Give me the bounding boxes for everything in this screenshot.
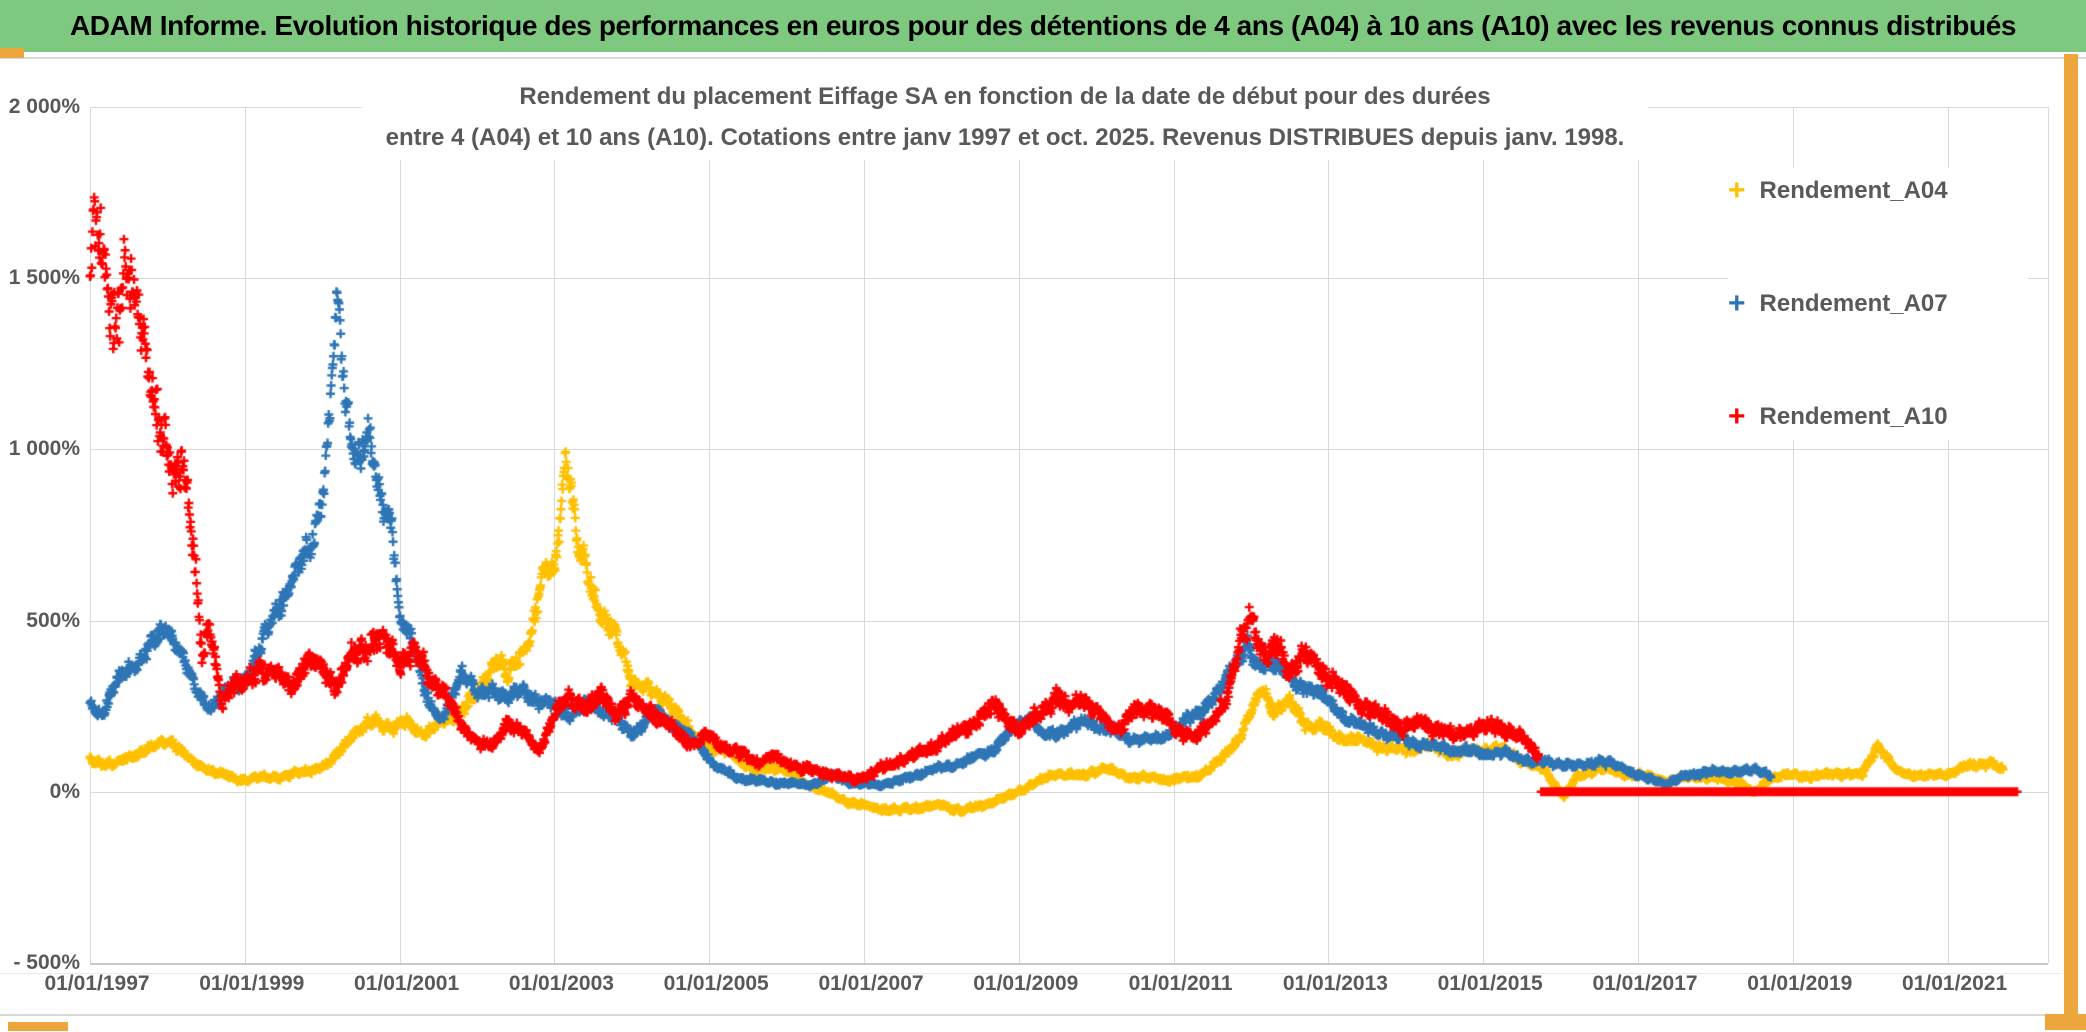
legend-label: Rendement_A10: [1759, 403, 1948, 430]
x-axis-label: 01/01/2011: [1128, 972, 1233, 995]
legend-item-a04[interactable]: + Rendement_A04: [1728, 176, 2028, 206]
x-axis-label: 01/01/2009: [973, 972, 1079, 995]
legend-label: Rendement_A07: [1759, 290, 1948, 317]
y-axis-label: 1 500%: [8, 266, 80, 290]
chart-title: Rendement du placement Eiffage SA en fon…: [361, 74, 1649, 160]
y-axis-label: 500%: [26, 608, 80, 632]
selection-handle-bottom-right[interactable]: [2045, 1014, 2086, 1030]
selection-handle-top-left[interactable]: [0, 48, 24, 58]
legend-item-a07[interactable]: + Rendement_A07: [1728, 289, 2028, 319]
x-axis-label: 01/01/2019: [1747, 972, 1853, 995]
legend-label: Rendement_A04: [1759, 177, 1948, 204]
plus-marker-icon: +: [1728, 174, 1746, 207]
x-axis-label: 01/01/2013: [1282, 972, 1388, 995]
y-axis-label: 2 000%: [8, 95, 80, 118]
x-axis-label: 01/01/2001: [354, 972, 460, 995]
chart-title-line1: Rendement du placement Eiffage SA en fon…: [519, 83, 1491, 110]
x-axis-label: 01/01/2017: [1592, 972, 1698, 995]
x-axis-label: 01/01/1999: [199, 972, 305, 995]
x-axis-label: 01/01/2015: [1437, 972, 1543, 995]
selection-border-right[interactable]: [2064, 54, 2078, 1016]
chart-title-line2: entre 4 (A04) et 10 ans (A10). Cotations…: [385, 124, 1625, 151]
x-axis-label: 01/01/2003: [508, 972, 614, 995]
y-axis-label: 1 000%: [8, 437, 80, 461]
selection-handle-bottom-left[interactable]: [8, 1022, 68, 1031]
x-axis-label: 01/01/2005: [663, 972, 769, 995]
chart-legend: + Rendement_A04 + Rendement_A07 + Rendem…: [1728, 168, 2028, 440]
plus-marker-icon: +: [1728, 287, 1746, 320]
y-axis-label: 0%: [49, 779, 80, 803]
x-axis-label: 01/01/2021: [1902, 972, 2008, 995]
y-axis-label: - 500%: [13, 951, 80, 974]
legend-item-a10[interactable]: + Rendement_A10: [1728, 402, 2028, 432]
x-axis-label: 01/01/1997: [44, 972, 150, 995]
plus-marker-icon: +: [1728, 400, 1746, 433]
x-axis-label: 01/01/2007: [818, 972, 924, 995]
